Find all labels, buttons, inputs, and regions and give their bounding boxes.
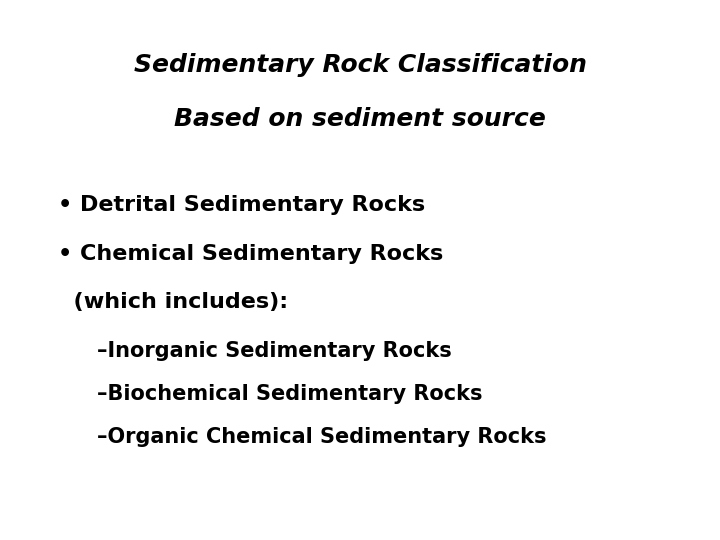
Text: • Detrital Sedimentary Rocks: • Detrital Sedimentary Rocks <box>58 195 425 215</box>
Text: (which includes):: (which includes): <box>58 292 288 313</box>
Text: Sedimentary Rock Classification: Sedimentary Rock Classification <box>134 53 586 77</box>
Text: • Chemical Sedimentary Rocks: • Chemical Sedimentary Rocks <box>58 244 443 264</box>
Text: Based on sediment source: Based on sediment source <box>174 107 546 131</box>
Text: –Biochemical Sedimentary Rocks: –Biochemical Sedimentary Rocks <box>97 384 482 404</box>
Text: –Inorganic Sedimentary Rocks: –Inorganic Sedimentary Rocks <box>97 341 452 361</box>
Text: –Organic Chemical Sedimentary Rocks: –Organic Chemical Sedimentary Rocks <box>97 427 546 448</box>
